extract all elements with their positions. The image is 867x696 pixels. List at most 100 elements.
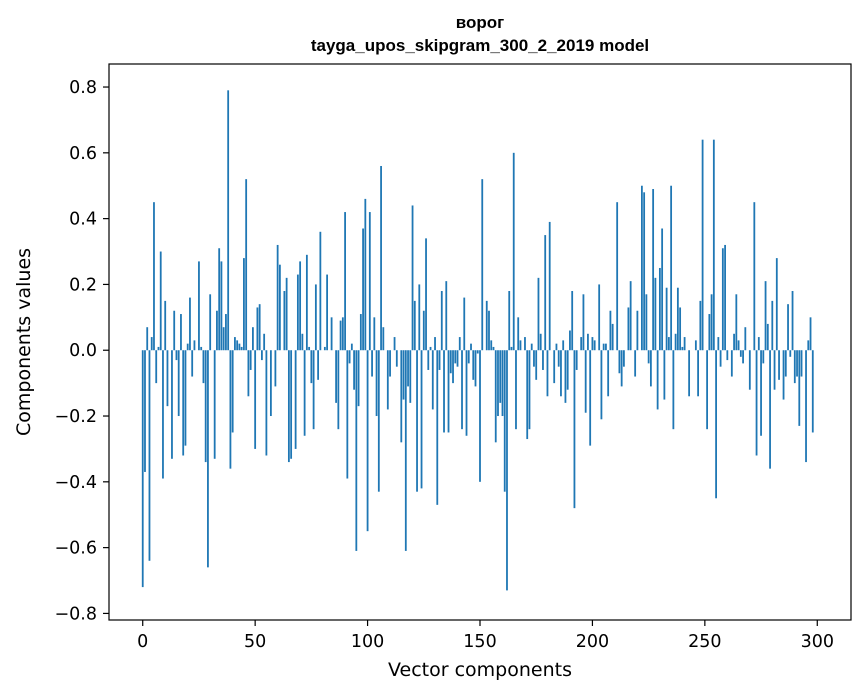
bar bbox=[373, 317, 376, 351]
bar bbox=[319, 231, 322, 351]
bar bbox=[474, 350, 477, 387]
bar bbox=[308, 346, 311, 351]
bar bbox=[400, 350, 403, 443]
chart-title-line-1: ворог bbox=[456, 13, 504, 32]
bar bbox=[598, 284, 601, 351]
bar bbox=[198, 261, 200, 351]
bar bbox=[287, 350, 290, 463]
bar bbox=[715, 350, 717, 499]
bar bbox=[670, 185, 673, 351]
x-axis-ticks: 0 50 100 150 200 250 300 bbox=[137, 620, 834, 652]
bar bbox=[490, 340, 493, 351]
bar bbox=[312, 350, 315, 430]
bar bbox=[407, 350, 409, 387]
bar bbox=[798, 350, 801, 426]
bar bbox=[544, 235, 547, 351]
bar bbox=[620, 350, 623, 387]
bar bbox=[652, 189, 655, 351]
bar bbox=[404, 350, 407, 551]
bar bbox=[240, 346, 243, 351]
bar bbox=[726, 350, 729, 361]
bar bbox=[299, 261, 302, 351]
bar bbox=[566, 350, 569, 390]
bar bbox=[553, 350, 556, 384]
bar bbox=[733, 333, 735, 351]
bar bbox=[694, 340, 697, 351]
bar bbox=[261, 350, 263, 361]
bar bbox=[787, 304, 789, 351]
bar bbox=[243, 258, 245, 351]
bar bbox=[191, 350, 194, 377]
bar bbox=[593, 340, 596, 351]
bar bbox=[200, 346, 203, 351]
bar bbox=[202, 350, 205, 384]
bar bbox=[548, 221, 551, 351]
bar bbox=[557, 350, 560, 367]
bar bbox=[344, 212, 346, 351]
bar bbox=[290, 350, 293, 459]
bar bbox=[667, 337, 670, 351]
bar bbox=[337, 350, 340, 430]
bar bbox=[616, 202, 619, 351]
bar bbox=[530, 343, 533, 351]
bar bbox=[605, 343, 607, 351]
bar bbox=[485, 300, 488, 351]
bar bbox=[537, 277, 540, 351]
bar bbox=[623, 350, 625, 367]
bar bbox=[542, 350, 544, 370]
bar bbox=[510, 346, 513, 351]
x-axis-label: Vector components bbox=[388, 659, 572, 681]
bar bbox=[314, 284, 317, 351]
bar bbox=[607, 350, 610, 397]
bar bbox=[436, 350, 439, 505]
bar bbox=[800, 350, 803, 377]
bar bbox=[173, 310, 176, 351]
bar bbox=[519, 340, 522, 351]
bar bbox=[323, 346, 326, 351]
bar bbox=[710, 294, 713, 351]
chart-title-line-2: tayga_upos_skipgram_300_2_2019 model bbox=[311, 36, 649, 55]
bar bbox=[175, 350, 178, 361]
bar bbox=[569, 330, 571, 351]
bar bbox=[663, 350, 666, 400]
bar bbox=[454, 350, 457, 364]
bar bbox=[699, 300, 702, 351]
bar bbox=[359, 314, 362, 351]
bar bbox=[209, 294, 212, 351]
bar bbox=[724, 244, 726, 351]
bar bbox=[582, 294, 585, 351]
bar bbox=[204, 350, 207, 463]
bar bbox=[216, 310, 218, 351]
bar bbox=[456, 350, 459, 367]
bar bbox=[380, 165, 382, 351]
bar bbox=[346, 350, 349, 479]
bar bbox=[420, 350, 423, 489]
bar bbox=[501, 350, 504, 417]
bar bbox=[708, 314, 711, 351]
bar bbox=[416, 350, 418, 492]
bar bbox=[712, 139, 715, 351]
bar bbox=[755, 350, 758, 456]
y-tick-label: −0.8 bbox=[55, 604, 98, 624]
bar bbox=[341, 317, 344, 351]
bar bbox=[721, 248, 724, 351]
bar bbox=[676, 287, 679, 351]
bar bbox=[402, 350, 405, 400]
x-tick-label: 0 bbox=[137, 632, 148, 652]
bar bbox=[564, 350, 567, 403]
y-tick-label: 0.8 bbox=[69, 78, 97, 98]
bar bbox=[245, 179, 248, 351]
bar bbox=[364, 198, 367, 351]
bar bbox=[508, 291, 511, 351]
bar bbox=[422, 310, 425, 351]
bar bbox=[184, 350, 187, 446]
bar bbox=[782, 350, 785, 400]
bar bbox=[254, 350, 257, 449]
bar bbox=[193, 340, 196, 351]
bar bbox=[366, 350, 369, 532]
bar bbox=[141, 350, 144, 588]
bar bbox=[353, 350, 355, 390]
bar bbox=[258, 304, 261, 351]
bar bbox=[186, 343, 189, 351]
bar bbox=[153, 202, 155, 351]
